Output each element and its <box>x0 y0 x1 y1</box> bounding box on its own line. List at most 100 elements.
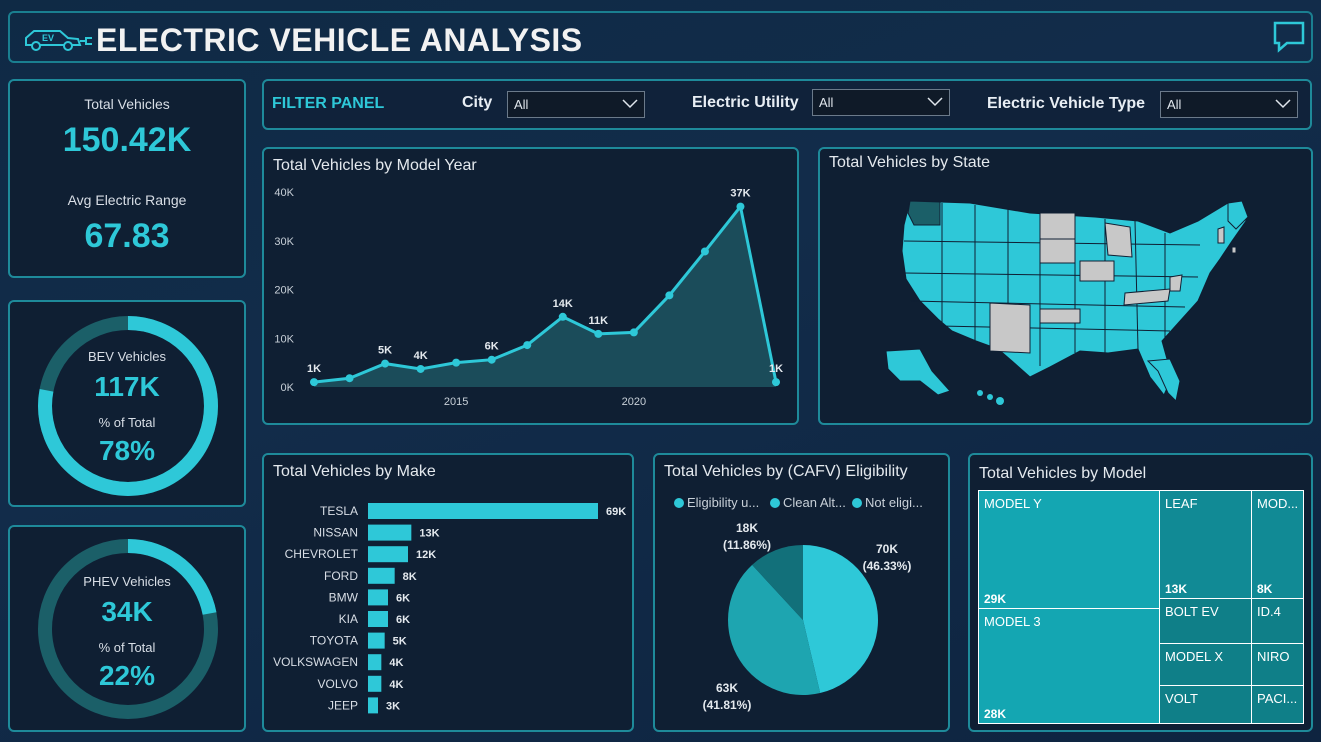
data-point[interactable] <box>523 341 532 350</box>
legend-not-eligible-label: Not eligi... <box>865 495 923 510</box>
data-point[interactable] <box>558 312 567 321</box>
state-rhode-island[interactable] <box>1231 246 1237 254</box>
bev-label: BEV Vehicles <box>87 349 167 364</box>
city-dropdown[interactable]: All <box>507 91 645 118</box>
x-tick-label: 2020 <box>622 396 646 408</box>
treemap-cell[interactable]: NIRO <box>1251 643 1304 686</box>
data-point[interactable] <box>772 378 780 387</box>
state-oklahoma[interactable] <box>1039 308 1081 324</box>
data-point[interactable] <box>700 247 709 256</box>
state-maine[interactable] <box>1227 200 1249 230</box>
bar[interactable] <box>368 654 382 671</box>
bar[interactable] <box>368 697 378 714</box>
bar[interactable] <box>368 589 388 606</box>
legend-dot <box>852 498 862 508</box>
data-label: 1K <box>769 363 783 375</box>
data-point[interactable] <box>416 364 425 373</box>
state-new-mexico[interactable] <box>989 302 1031 354</box>
data-point[interactable] <box>310 378 318 387</box>
data-point[interactable] <box>487 355 496 364</box>
bar[interactable] <box>368 611 388 627</box>
bev-value: 117K <box>94 371 160 402</box>
treemap-cell[interactable]: MODEL X <box>1159 643 1252 686</box>
bar-value-label: 8K <box>403 571 417 583</box>
bar-category-label: KIA <box>339 612 358 626</box>
city-filter-label: City <box>462 94 493 111</box>
make-title: Total Vehicles by Make <box>273 463 436 480</box>
pie-slice[interactable] <box>752 545 803 620</box>
data-point[interactable] <box>665 291 674 300</box>
data-point[interactable] <box>345 374 354 383</box>
state-florida[interactable] <box>1146 358 1181 403</box>
data-point[interactable] <box>629 328 638 337</box>
state-kentucky[interactable] <box>1123 288 1171 306</box>
total-vehicles-value: 150.42K <box>62 121 192 159</box>
pie-slice[interactable] <box>803 545 878 694</box>
legend-clean-alt-label: Clean Alt... <box>783 495 846 510</box>
bar-category-label: CHEVROLET <box>285 547 359 561</box>
phev-pct-label: % of Total <box>98 640 156 655</box>
bev-pct-value: 78% <box>98 435 156 466</box>
type-dropdown[interactable]: All <box>1160 91 1298 118</box>
treemap-cell[interactable]: LEAF 13K <box>1159 490 1252 599</box>
treemap-cell[interactable]: MODEL Y 29K <box>978 490 1160 609</box>
state-vermont[interactable] <box>1217 226 1225 244</box>
chevron-down-icon <box>1275 99 1291 109</box>
bar[interactable] <box>368 675 382 692</box>
data-point[interactable] <box>381 359 390 368</box>
state-alaska[interactable] <box>885 348 951 396</box>
state-hawaii[interactable] <box>977 390 1004 405</box>
header-bar: EV ELECTRIC VEHICLE ANALYSIS <box>8 11 1313 63</box>
treemap-cell[interactable]: VOLT <box>1159 685 1252 724</box>
data-label: 6K <box>485 341 499 353</box>
treemap-cell[interactable]: MODEL 3 28K <box>978 608 1160 724</box>
pie-slice[interactable] <box>728 564 821 695</box>
bar-value-label: 6K <box>396 614 410 626</box>
bar-category-label: VOLKSWAGEN <box>273 655 358 669</box>
us-state-map[interactable] <box>880 181 1260 411</box>
treemap-cell[interactable]: PACI... <box>1251 685 1304 724</box>
cafv-title: Total Vehicles by (CAFV) Eligibility <box>664 463 908 480</box>
legend-not-eligible[interactable]: Not eligi... <box>852 495 923 510</box>
legend-dot <box>770 498 780 508</box>
data-label: 5K <box>378 345 392 357</box>
data-point[interactable] <box>736 202 745 211</box>
legend-clean-alt[interactable]: Clean Alt... <box>770 495 846 510</box>
avg-range-value: 67.83 <box>84 217 170 255</box>
pie-value-label: 70K <box>876 542 898 556</box>
comment-icon[interactable] <box>1271 19 1307 55</box>
treemap-cell[interactable]: ID.4 <box>1251 598 1304 644</box>
bar-category-label: BMW <box>329 590 359 604</box>
bar[interactable] <box>368 632 385 649</box>
treemap-value: 28K <box>984 707 1007 721</box>
state-washington[interactable] <box>907 200 941 226</box>
total-vehicles-label: Total Vehicles <box>84 96 170 112</box>
y-tick-label: 20K <box>274 285 294 297</box>
data-point[interactable] <box>452 358 461 367</box>
x-tick-label: 2015 <box>444 396 468 408</box>
state-iowa[interactable] <box>1079 260 1115 282</box>
bar[interactable] <box>368 567 395 584</box>
state-west-virginia[interactable] <box>1169 274 1183 292</box>
ev-car-icon: EV <box>25 30 92 51</box>
treemap-cell[interactable]: BOLT EV <box>1159 598 1252 644</box>
utility-dropdown[interactable]: All <box>812 89 950 116</box>
bar[interactable] <box>368 546 408 563</box>
bar-category-label: VOLVO <box>318 677 358 691</box>
legend-eligible[interactable]: Eligibility u... <box>674 495 759 510</box>
treemap-label: MODEL X <box>1165 649 1224 664</box>
bar[interactable] <box>368 524 412 541</box>
state-wisconsin[interactable] <box>1104 222 1133 258</box>
bar[interactable] <box>368 503 598 519</box>
state-south-dakota[interactable] <box>1039 238 1076 264</box>
treemap-cell[interactable]: MOD... 8K <box>1251 490 1304 599</box>
chevron-down-icon <box>927 97 943 107</box>
phev-card: PHEV Vehicles 34K % of Total 22% <box>8 525 246 732</box>
utility-dropdown-value: All <box>819 95 834 110</box>
state-north-dakota[interactable] <box>1039 212 1076 240</box>
treemap-label: PACI... <box>1257 691 1298 706</box>
utility-filter-label: Electric Utility <box>692 94 799 111</box>
cafv-pie-chart: 70K (46.33%) 63K (41.81%) 18K (11.86%) <box>703 521 912 712</box>
data-point[interactable] <box>594 329 603 338</box>
kpi-card: Total Vehicles 150.42K Avg Electric Rang… <box>8 79 246 278</box>
